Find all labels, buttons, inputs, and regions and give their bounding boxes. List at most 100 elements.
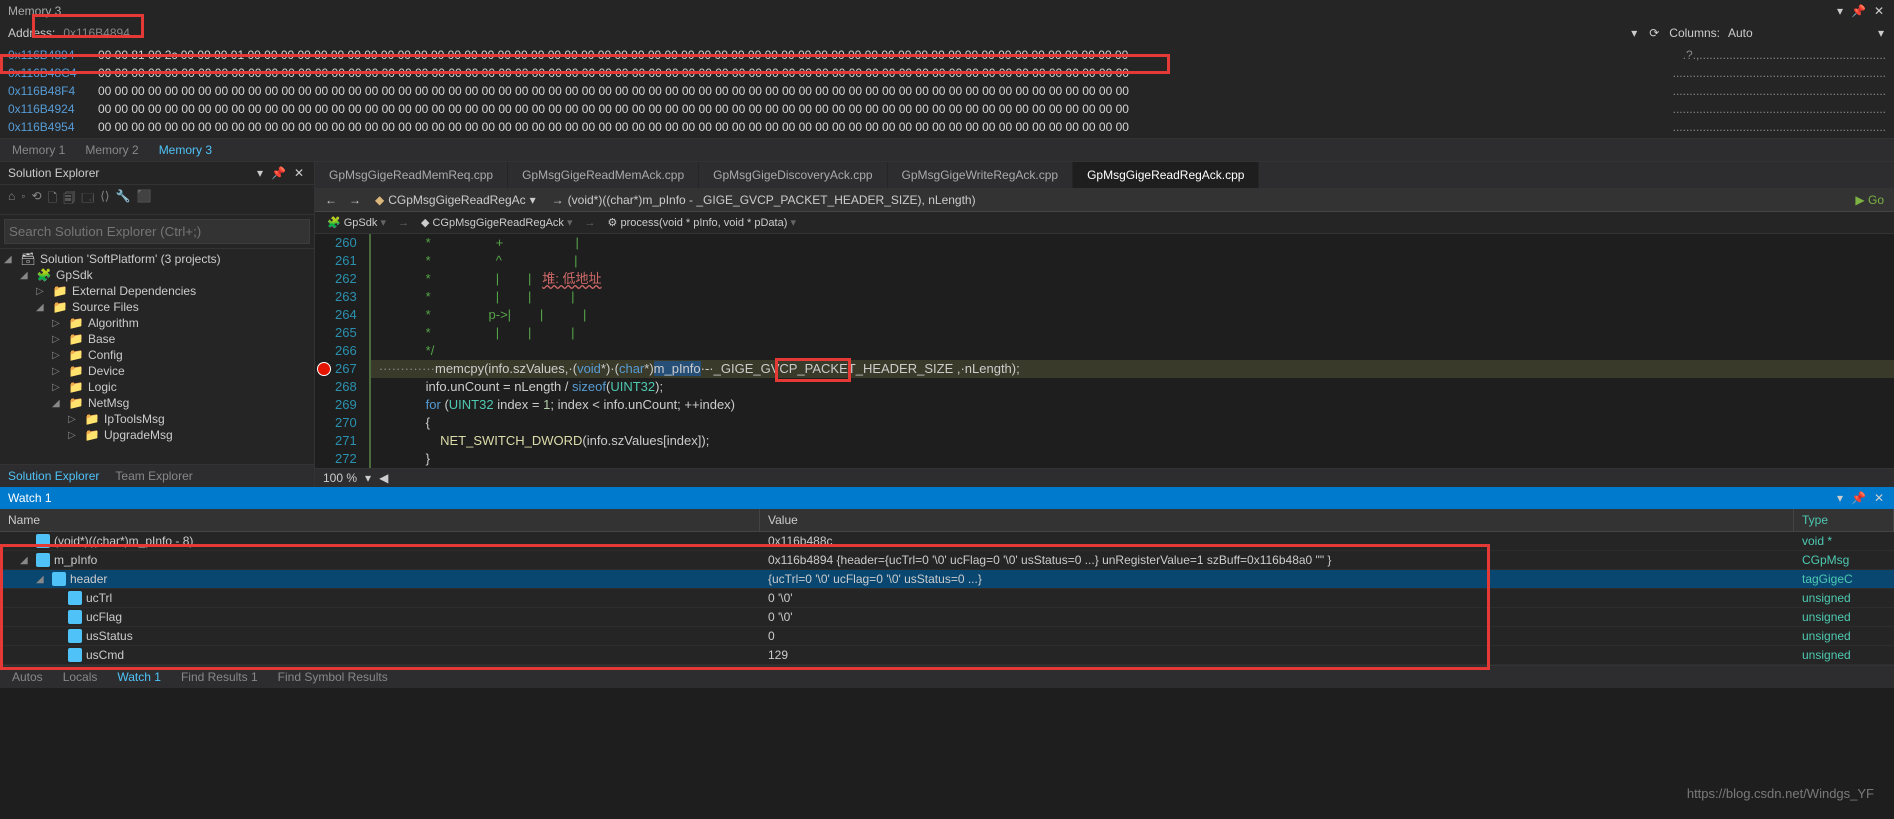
line-number[interactable]: 260 (335, 234, 357, 252)
watch-row[interactable]: usCmd129unsigned (0, 646, 1894, 665)
line-number[interactable]: 262 (335, 270, 357, 288)
breakpoint-icon[interactable] (317, 362, 331, 376)
pin-icon[interactable]: 📌 (269, 166, 288, 180)
dropdown-icon[interactable]: ▾ (365, 471, 371, 485)
watch-bottom-tab[interactable]: Find Results 1 (177, 668, 262, 686)
breadcrumb-item[interactable]: ◆ CGpMsgGigeReadRegAck ▾ (417, 214, 577, 231)
breadcrumb-item[interactable]: 🧩 GpSdk ▾ (323, 214, 390, 231)
solution-tree[interactable]: ◢ 🗃 Solution 'SoftPlatform' (3 projects)… (0, 249, 314, 464)
zoom-level[interactable]: 100 % (323, 471, 357, 485)
hex-row[interactable]: 0x116B495400 00 00 00 00 00 00 00 00 00 … (8, 118, 1886, 136)
tree-item[interactable]: ◢📁Source Files (0, 299, 314, 315)
tree-item[interactable]: ▷📁Base (0, 331, 314, 347)
columns-value[interactable]: Auto (1728, 26, 1868, 40)
dropdown-icon[interactable]: ▾ (1835, 491, 1845, 505)
hex-row[interactable]: 0x116B48C400 00 00 00 00 00 00 00 00 00 … (8, 64, 1886, 82)
watch-bottom-tab[interactable]: Find Symbol Results (274, 668, 392, 686)
memory-tab[interactable]: Memory 2 (81, 139, 142, 161)
preview-icon[interactable]: ⟨⟩ (100, 189, 109, 210)
memory-hex-view[interactable]: 0x116B489400 00 81 00 2c 00 09 00 01 00 … (0, 44, 1894, 138)
nav-back-icon[interactable]: ← (323, 193, 339, 207)
editor-tab[interactable]: GpMsgGigeReadMemAck.cpp (508, 162, 699, 188)
code-area[interactable]: 260261262263264265266267268269270271272 … (315, 234, 1894, 468)
refresh-icon[interactable]: 🗋 (48, 189, 58, 210)
watch-col-name[interactable]: Name (0, 509, 760, 531)
watch-row[interactable]: ucTrl0 '\0'unsigned (0, 589, 1894, 608)
pin-icon[interactable]: 📌 (1849, 491, 1868, 505)
watch-bottom-tab[interactable]: Autos (8, 668, 47, 686)
watch-col-type[interactable]: Type (1794, 509, 1894, 531)
line-number[interactable]: 272 (335, 450, 357, 468)
tree-item[interactable]: ▷📁External Dependencies (0, 283, 314, 299)
code-line[interactable]: ·············memcpy(info.szValues,·(void… (371, 360, 1894, 378)
pin-icon[interactable]: 📌 (1849, 4, 1868, 18)
arrow-left-icon[interactable]: ◀ (379, 471, 388, 485)
close-icon[interactable]: ✕ (1872, 4, 1886, 18)
tree-item[interactable]: ▷📁Logic (0, 379, 314, 395)
tree-item[interactable]: ▷📁UpgradeMsg (0, 427, 314, 443)
nav-member[interactable]: → (void*)((char*)m_pInfo - _GIGE_GVCP_PA… (548, 191, 980, 209)
tree-item[interactable]: ▷📁Device (0, 363, 314, 379)
toggle-icon[interactable]: ⬛ (137, 189, 152, 210)
line-number[interactable]: 266 (335, 342, 357, 360)
solution-bottom-tab[interactable]: Team Explorer (107, 465, 200, 487)
wrench-icon[interactable]: 🔧 (116, 189, 131, 210)
tree-item[interactable]: ▷📁IpToolsMsg (0, 411, 314, 427)
properties-icon[interactable]: 🗔 (81, 189, 94, 210)
go-button[interactable]: ▶ Go (1853, 193, 1886, 207)
sync-icon[interactable]: ⟲ (32, 189, 42, 210)
address-input[interactable]: 0x116B4894 (63, 26, 163, 40)
refresh-icon[interactable]: ⟳ (1647, 26, 1661, 40)
watch-bottom-tab[interactable]: Watch 1 (113, 668, 165, 686)
close-icon[interactable]: ✕ (292, 166, 306, 180)
line-number[interactable]: 263 (335, 288, 357, 306)
hex-row[interactable]: 0x116B489400 00 81 00 2c 00 09 00 01 00 … (8, 46, 1886, 64)
editor-tab[interactable]: GpMsgGigeDiscoveryAck.cpp (699, 162, 887, 188)
code-line[interactable]: * + | (371, 234, 1894, 252)
line-number[interactable]: 267 (335, 360, 357, 378)
code-line[interactable]: * | | | (371, 324, 1894, 342)
solution-search-input[interactable] (4, 219, 310, 244)
tree-item[interactable]: ◢📁NetMsg (0, 395, 314, 411)
code-line[interactable]: * p->| | | (371, 306, 1894, 324)
code-line[interactable]: info.unCount = nLength / sizeof(UINT32); (371, 378, 1894, 396)
home-icon[interactable]: ⌂ (8, 189, 15, 210)
code-line[interactable]: * | | | (371, 288, 1894, 306)
line-number[interactable]: 265 (335, 324, 357, 342)
watch-row[interactable]: ◢header{ucTrl=0 '\0' ucFlag=0 '\0' usSta… (0, 570, 1894, 589)
line-number[interactable]: 269 (335, 396, 357, 414)
code-line[interactable]: for (UINT32 index = 1; index < info.unCo… (371, 396, 1894, 414)
dropdown-icon[interactable]: ▾ (1876, 26, 1886, 40)
code-line[interactable]: * ^ | (371, 252, 1894, 270)
tree-item[interactable]: ▷📁Config (0, 347, 314, 363)
code-line[interactable]: NET_SWITCH_DWORD(info.szValues[index]); (371, 432, 1894, 450)
editor-tab[interactable]: GpMsgGigeWriteRegAck.cpp (888, 162, 1074, 188)
watch-row[interactable]: ◢m_pInfo0x116b4894 {header={ucTrl=0 '\0'… (0, 551, 1894, 570)
line-number[interactable]: 261 (335, 252, 357, 270)
memory-tab[interactable]: Memory 1 (8, 139, 69, 161)
line-number[interactable]: 271 (335, 432, 357, 450)
watch-bottom-tab[interactable]: Locals (59, 668, 102, 686)
memory-tab[interactable]: Memory 3 (155, 139, 216, 161)
solution-bottom-tab[interactable]: Solution Explorer (0, 465, 107, 487)
close-icon[interactable]: ✕ (1872, 491, 1886, 505)
watch-row[interactable]: ucFlag0 '\0'unsigned (0, 608, 1894, 627)
watch-row[interactable]: usStatus0unsigned (0, 627, 1894, 646)
solution-node[interactable]: ◢ 🗃 Solution 'SoftPlatform' (3 projects) (0, 251, 314, 267)
line-number[interactable]: 268 (335, 378, 357, 396)
nav-fwd-icon[interactable]: → (347, 193, 363, 207)
dropdown-icon[interactable]: ▾ (1629, 26, 1639, 40)
code-line[interactable]: } (371, 450, 1894, 468)
code-line[interactable]: { (371, 414, 1894, 432)
nav-class[interactable]: ◆ CGpMsgGigeReadRegAc ▾ (371, 191, 540, 209)
dropdown-icon[interactable]: ▾ (255, 166, 265, 180)
tree-item[interactable]: ◢🧩GpSdk (0, 267, 314, 283)
dropdown-icon[interactable]: ▾ (1835, 4, 1845, 18)
show-all-icon[interactable]: 🗐 (63, 189, 75, 210)
hex-row[interactable]: 0x116B492400 00 00 00 00 00 00 00 00 00 … (8, 100, 1886, 118)
hex-row[interactable]: 0x116B48F400 00 00 00 00 00 00 00 00 00 … (8, 82, 1886, 100)
watch-col-value[interactable]: Value (760, 509, 1794, 531)
line-number[interactable]: 264 (335, 306, 357, 324)
editor-tab[interactable]: GpMsgGigeReadMemReq.cpp (315, 162, 508, 188)
line-number[interactable]: 270 (335, 414, 357, 432)
